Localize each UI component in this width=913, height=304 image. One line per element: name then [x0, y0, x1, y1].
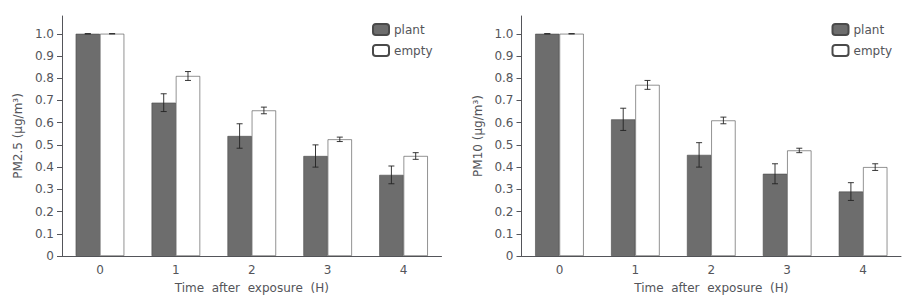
svg-text:0.1: 0.1: [35, 227, 54, 241]
svg-text:Time after exposure (H): Time after exposure (H): [633, 281, 788, 295]
svg-text:3: 3: [324, 263, 332, 277]
svg-text:1: 1: [172, 263, 180, 277]
svg-text:0.9: 0.9: [494, 49, 513, 63]
svg-text:0.6: 0.6: [494, 116, 513, 130]
svg-text:0.9: 0.9: [35, 49, 54, 63]
svg-text:0.8: 0.8: [494, 71, 513, 85]
svg-text:0.4: 0.4: [35, 160, 54, 174]
svg-text:PM10 (μg/m³): PM10 (μg/m³): [471, 95, 485, 177]
svg-text:2: 2: [248, 263, 256, 277]
svg-text:Time after exposure (H): Time after exposure (H): [174, 281, 329, 295]
svg-text:1.0: 1.0: [35, 27, 54, 41]
svg-text:0.7: 0.7: [35, 93, 54, 107]
svg-text:0.3: 0.3: [35, 182, 54, 196]
svg-text:0: 0: [96, 263, 104, 277]
svg-text:4: 4: [400, 263, 408, 277]
svg-text:0.4: 0.4: [494, 160, 513, 174]
svg-text:plant: plant: [854, 23, 885, 37]
svg-text:0: 0: [506, 249, 514, 263]
svg-text:0.2: 0.2: [494, 205, 513, 219]
svg-text:0.6: 0.6: [35, 116, 54, 130]
svg-text:4: 4: [859, 263, 867, 277]
svg-text:0.5: 0.5: [35, 138, 54, 152]
svg-text:PM2.5 (μg/m³): PM2.5 (μg/m³): [11, 93, 25, 179]
svg-text:1: 1: [632, 263, 640, 277]
svg-text:plant: plant: [394, 23, 425, 37]
svg-text:3: 3: [783, 263, 791, 277]
svg-text:2: 2: [707, 263, 715, 277]
svg-text:empty: empty: [854, 44, 893, 58]
svg-text:0.7: 0.7: [494, 93, 513, 107]
svg-text:0.5: 0.5: [494, 138, 513, 152]
svg-text:0.2: 0.2: [35, 205, 54, 219]
svg-text:0: 0: [46, 249, 54, 263]
svg-text:empty: empty: [394, 44, 433, 58]
svg-text:1.0: 1.0: [494, 27, 513, 41]
svg-text:0.3: 0.3: [494, 182, 513, 196]
svg-text:0.1: 0.1: [494, 227, 513, 241]
svg-text:0.8: 0.8: [35, 71, 54, 85]
svg-text:0: 0: [556, 263, 564, 277]
